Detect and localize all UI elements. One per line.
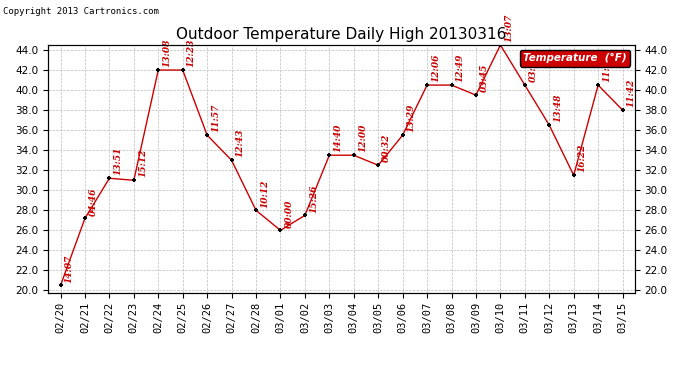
Text: 13:48: 13:48: [553, 94, 562, 122]
Point: [79, 215, 90, 221]
Point: [348, 152, 359, 158]
Point: [446, 82, 457, 88]
Point: [226, 157, 237, 163]
Text: 12:00: 12:00: [358, 124, 367, 153]
Point: [104, 175, 115, 181]
Text: 00:32: 00:32: [382, 134, 391, 162]
Text: 10:12: 10:12: [260, 179, 269, 207]
Text: 03:45: 03:45: [480, 64, 489, 92]
Text: 14:07: 14:07: [65, 254, 74, 283]
Point: [520, 82, 531, 88]
Text: 12:06: 12:06: [431, 54, 440, 82]
Point: [55, 282, 66, 288]
Text: 12:43: 12:43: [236, 129, 245, 158]
Text: 13:08: 13:08: [162, 39, 171, 67]
Point: [324, 152, 335, 158]
Point: [373, 162, 384, 168]
Text: 16:22: 16:22: [578, 144, 587, 172]
Point: [544, 122, 555, 128]
Text: 14:40: 14:40: [333, 124, 342, 153]
Point: [152, 67, 164, 73]
Point: [495, 42, 506, 48]
Text: 13:29: 13:29: [407, 104, 416, 132]
Point: [471, 92, 482, 98]
Text: 15:12: 15:12: [138, 149, 147, 177]
Point: [617, 107, 628, 113]
Text: Copyright 2013 Cartronics.com: Copyright 2013 Cartronics.com: [3, 8, 159, 16]
Point: [250, 207, 262, 213]
Text: 13:07: 13:07: [504, 14, 513, 42]
Text: 11:42: 11:42: [627, 79, 635, 107]
Point: [299, 212, 310, 218]
Text: 15:26: 15:26: [309, 184, 318, 213]
Text: 11:03: 11:03: [602, 54, 611, 82]
Point: [128, 177, 139, 183]
Text: 11:57: 11:57: [211, 104, 220, 132]
Title: Outdoor Temperature Daily High 20130316: Outdoor Temperature Daily High 20130316: [177, 27, 506, 42]
Point: [422, 82, 433, 88]
Point: [201, 132, 213, 138]
Text: 03:45: 03:45: [529, 54, 538, 82]
Text: 13:51: 13:51: [114, 147, 123, 176]
Text: 04:46: 04:46: [89, 187, 98, 216]
Point: [177, 67, 188, 73]
Text: 12:23: 12:23: [187, 39, 196, 67]
Text: 12:49: 12:49: [455, 54, 464, 82]
Point: [397, 132, 408, 138]
Point: [593, 82, 604, 88]
Text: 00:00: 00:00: [284, 199, 294, 228]
Point: [275, 227, 286, 233]
Point: [568, 172, 579, 178]
Legend: Temperature  (°F): Temperature (°F): [520, 50, 629, 66]
